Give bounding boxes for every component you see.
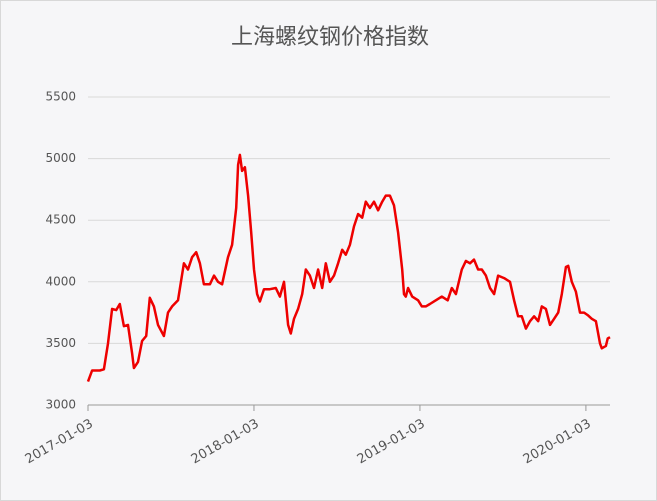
line — [86, 153, 611, 383]
chart-title: 上海螺纹钢价格指数 — [231, 25, 429, 50]
y-tick-label: 4000 — [45, 274, 76, 288]
y-tick-label: 3500 — [45, 336, 76, 350]
y-tick-label: 5000 — [45, 151, 76, 165]
y-tick-label: 5500 — [45, 90, 76, 104]
y-tick-label: 3000 — [45, 398, 76, 412]
y-tick-label: 4500 — [45, 213, 76, 227]
